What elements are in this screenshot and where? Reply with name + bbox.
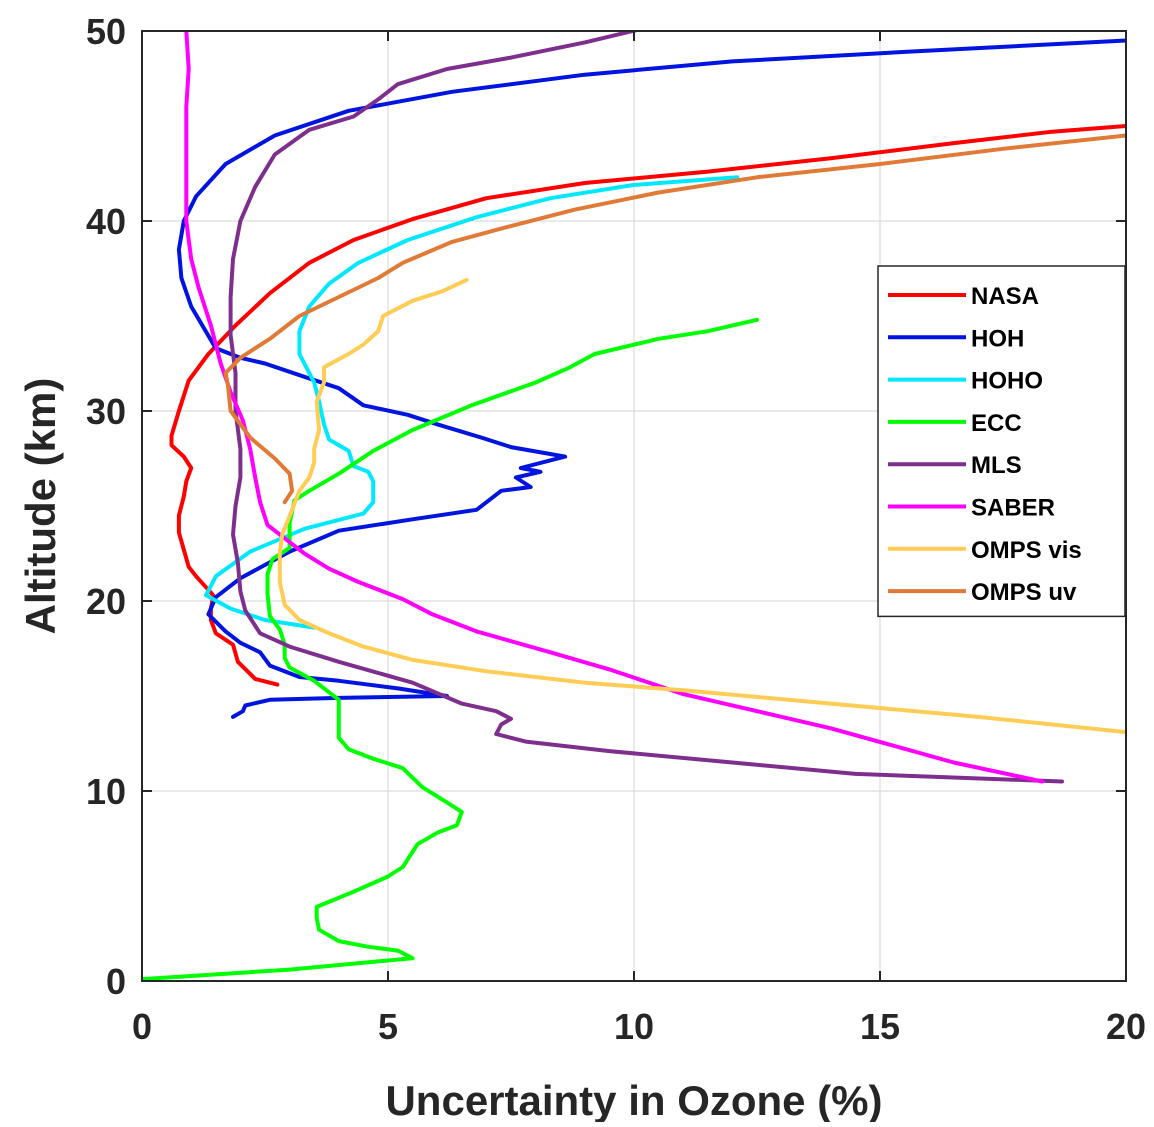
x-tick-label: 15 [860, 1006, 900, 1047]
series-line-hoho [204, 175, 740, 630]
series-line-omps-uv [223, 133, 1126, 505]
legend-label-mls: MLS [971, 452, 1022, 479]
x-tick-label: 10 [614, 1006, 654, 1047]
series-line-saber [184, 31, 1045, 784]
x-tick-label: 0 [132, 1006, 152, 1047]
y-axis-title: Altitude (km) [17, 378, 64, 635]
axis-ticks: 0 5 10 15 20 0 10 20 30 40 50 [86, 11, 1146, 1047]
legend-label-saber: SABER [971, 495, 1055, 522]
y-tick-label: 40 [86, 201, 126, 242]
series-line-mls [228, 31, 1064, 784]
x-tick-label: 20 [1106, 1006, 1146, 1047]
series-layer [142, 31, 1126, 981]
legend-label-ecc: ECC [971, 410, 1022, 437]
series-line-hoh [176, 38, 1126, 719]
legend-box [877, 265, 1126, 618]
y-tick-label: 0 [106, 961, 126, 1002]
x-tick-label: 5 [378, 1006, 398, 1047]
series-line-omps-vis [277, 277, 1126, 735]
series-line-ecc [142, 317, 759, 981]
legend-label-omps-uv: OMPS uv [971, 579, 1077, 606]
legend-label-nasa: NASA [971, 283, 1039, 310]
legend-label-omps-vis: OMPS vis [971, 537, 1082, 564]
x-axis-title: Uncertainty in Ozone (%) [385, 1077, 882, 1122]
legend-label-hoho: HOHO [971, 368, 1043, 395]
y-tick-label: 20 [86, 581, 126, 622]
y-tick-label: 50 [86, 11, 126, 52]
y-tick-label: 30 [86, 391, 126, 432]
legend: NASA HOH HOHO ECC MLS SABER OMPS vis OMPS uv [877, 265, 1126, 618]
legend-label-hoh: HOH [971, 325, 1024, 352]
y-tick-label: 10 [86, 771, 126, 812]
